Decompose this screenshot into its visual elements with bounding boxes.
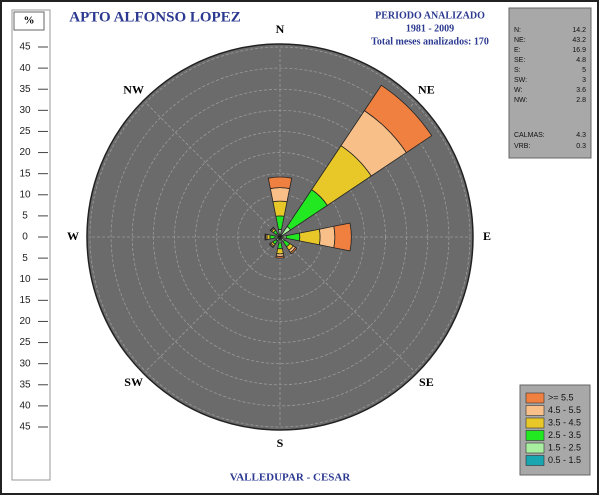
y-tick-label: 40 — [19, 63, 31, 74]
summary-label: S: — [514, 67, 521, 74]
direction-label: NE — [418, 82, 435, 96]
legend-swatch — [525, 442, 545, 454]
y-tick-label: 35 — [19, 379, 31, 390]
unit-box — [13, 11, 45, 31]
direction-label: E — [483, 229, 491, 243]
spoke — [145, 102, 281, 238]
wind-segment — [269, 226, 275, 232]
chart-title: APTO ALFONSO LOPEZ — [69, 9, 240, 25]
y-tick-label: 40 — [19, 401, 31, 412]
summary-value: 2.8 — [576, 97, 586, 104]
wind-segment — [267, 176, 293, 190]
wind-segment — [264, 233, 267, 241]
legend-label: 1.5 - 2.5 — [548, 442, 581, 452]
y-tick-label: 20 — [19, 147, 31, 158]
summary-value: 43.2 — [572, 37, 586, 44]
wind-segment — [278, 238, 282, 244]
scale-panel — [11, 9, 51, 481]
period-title: PERIODO ANALIZADO — [375, 10, 485, 21]
y-tick-label: 5 — [22, 253, 28, 264]
legend-label: 2.5 - 3.5 — [548, 430, 581, 440]
direction-label: SE — [419, 375, 434, 389]
y-tick-label: 15 — [19, 295, 31, 306]
summary-label: E: — [514, 47, 521, 54]
wind-segment — [268, 243, 274, 249]
info-box — [508, 7, 592, 159]
summary-label: NE: — [514, 37, 526, 44]
wind-segment — [318, 225, 336, 249]
period: 1981 - 2009 — [406, 23, 454, 34]
legend-label: 3.5 - 4.5 — [548, 417, 581, 427]
y-tick-label: 30 — [19, 105, 31, 116]
footer: VALLEDUPAR - CESAR — [230, 472, 352, 484]
wind-segment — [272, 200, 288, 217]
summary-value: 16.9 — [572, 47, 586, 54]
calm-value: 0.3 — [576, 143, 586, 150]
y-tick-label: 10 — [19, 189, 31, 200]
y-tick-label: 20 — [19, 316, 31, 327]
direction-label: NW — [123, 82, 144, 96]
summary-label: SE: — [514, 57, 525, 64]
summary-label: SW: — [514, 77, 527, 84]
summary-value: 14.2 — [572, 27, 586, 34]
wind-segment — [333, 222, 352, 252]
direction-label: N — [276, 22, 285, 36]
wind-segment — [269, 187, 291, 203]
legend-label: >= 5.5 — [548, 392, 574, 402]
wind-segment — [269, 234, 276, 240]
spoke — [145, 236, 281, 372]
calm-value: 4.3 — [576, 132, 586, 139]
calm-label: VRB: — [514, 143, 530, 150]
y-tick-label: 25 — [19, 337, 31, 348]
legend-swatch — [525, 430, 545, 441]
direction-label: W — [67, 229, 79, 243]
y-tick-label: 35 — [19, 84, 31, 95]
y-tick-label: 5 — [22, 211, 28, 222]
summary-label: N: — [514, 27, 521, 34]
legend-swatch — [525, 405, 545, 416]
legend-swatch — [525, 392, 545, 404]
wind-segment — [275, 255, 285, 259]
grid-ring — [110, 67, 450, 407]
wind-segment — [274, 235, 280, 239]
summary-value: 4.8 — [576, 57, 586, 64]
legend-swatch — [525, 417, 545, 429]
direction-label: S — [277, 436, 284, 450]
legend-label: 4.5 - 5.5 — [548, 405, 581, 415]
wind-segment — [363, 84, 433, 154]
grid-ring — [195, 152, 365, 322]
wind-segment — [276, 248, 284, 255]
y-tick-label: 0 — [22, 232, 28, 243]
y-tick-label: 45 — [19, 422, 31, 433]
y-tick-label: 10 — [19, 274, 31, 285]
y-tick-label: 30 — [19, 358, 31, 369]
summary-value: 5 — [582, 67, 586, 74]
wind-segment — [277, 242, 283, 250]
grid-ring — [89, 46, 471, 428]
summary-value: 3 — [582, 77, 586, 84]
legend-swatch — [525, 455, 545, 466]
y-tick-label: 45 — [19, 42, 31, 53]
summary-label: W: — [514, 87, 522, 94]
months: Total meses analizados: 170 — [371, 36, 489, 47]
summary-label: NW: — [514, 97, 528, 104]
legend-label: 0.5 - 1.5 — [548, 455, 581, 465]
y-tick-label: 15 — [19, 168, 31, 179]
wind-segment — [289, 246, 298, 255]
spoke — [279, 236, 415, 372]
y-tick-label: 25 — [19, 126, 31, 137]
summary-value: 3.6 — [576, 87, 586, 94]
unit-label: % — [24, 15, 35, 27]
calm-label: CALMAS: — [514, 132, 545, 139]
direction-label: SW — [124, 375, 143, 389]
